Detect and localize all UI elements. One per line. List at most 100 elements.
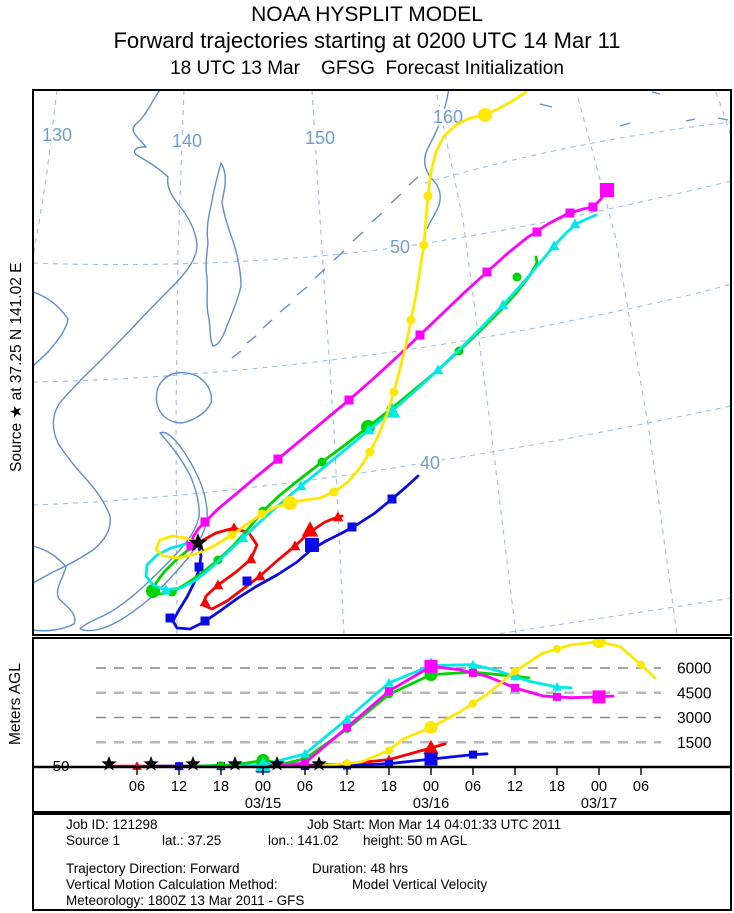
trajectory-marker-blue <box>387 494 397 504</box>
profile-frame <box>32 637 732 813</box>
time-tick-label: 00 <box>591 779 607 795</box>
trajectory-marker-cyan <box>432 364 444 375</box>
profile-start-star <box>101 756 117 771</box>
footer-text: Source 1 <box>66 833 121 848</box>
trajectory-marker-magenta <box>588 202 598 212</box>
trajectory-marker-blue <box>200 616 210 626</box>
trajectory-marker-magenta <box>415 330 425 340</box>
time-tick-label: 12 <box>339 779 355 795</box>
trajectory-marker-red <box>289 540 301 551</box>
trajectory-marker-big-yellow <box>283 496 297 510</box>
trajectory-marker-yellow <box>419 240 429 250</box>
profile-marker-yellow <box>343 759 351 768</box>
profile-marker-blue <box>385 759 393 768</box>
coastline <box>33 291 69 367</box>
trajectory-marker-green <box>512 272 522 282</box>
map-trajectory-yellow <box>154 90 528 560</box>
date-label: 03/17 <box>581 796 617 812</box>
coastline <box>539 91 729 127</box>
footer-text: height: 50 m AGL <box>363 833 468 848</box>
profile-marker-cyan <box>342 714 352 723</box>
trajectory-marker-blue <box>194 562 204 572</box>
footer-text: lon.: 141.02 <box>268 833 339 848</box>
coastline <box>205 162 242 347</box>
trajectory-marker-magenta <box>532 227 542 237</box>
trajectory-marker-cyan <box>160 584 172 595</box>
source-star-marker <box>188 533 208 552</box>
map-grid-label: 50 <box>390 237 410 257</box>
trajectory-marker-red <box>254 570 266 581</box>
graticule-line <box>715 91 731 137</box>
profile-marker-blue <box>469 750 477 759</box>
profile-marker-yellow <box>385 746 393 755</box>
map-trajectory-blue <box>171 474 420 631</box>
trajectory-marker-cyan <box>569 218 581 229</box>
trajectory-marker-red <box>332 511 344 522</box>
trajectory-marker-magenta <box>186 541 196 551</box>
map-grid-label: 130 <box>42 125 72 145</box>
profile-marker-magenta <box>469 668 477 677</box>
graticule-line <box>33 180 731 266</box>
date-label: 03/16 <box>413 796 449 812</box>
profile-marker-blue <box>424 752 438 766</box>
profile-marker-magenta <box>424 659 438 673</box>
date-label: 03/15 <box>245 796 281 812</box>
graticule-line <box>436 94 517 635</box>
map-panel: 130 140 150 160 50 40 <box>33 90 731 635</box>
graticule-line <box>33 283 731 383</box>
profile-marker-yellow <box>637 660 645 669</box>
coastline <box>33 90 198 584</box>
profile-start-star <box>311 756 327 771</box>
graticule-line <box>577 97 678 635</box>
profile-marker-red <box>423 739 439 755</box>
footer-text: Meteorology: 1800Z 13 Mar 2011 - GFS <box>66 893 305 908</box>
trajectory-marker-yellow <box>329 487 339 497</box>
graticule-line <box>33 90 58 259</box>
profile-marker-cyan <box>384 677 394 687</box>
profile-marker-magenta <box>343 723 351 732</box>
footer-text: Job Start: Mon Mar 14 04:01:33 UTC 2011 <box>307 817 562 832</box>
time-tick-label: 06 <box>297 779 313 795</box>
map-grid-label: 160 <box>433 107 463 127</box>
trajectory-marker-cyan <box>295 480 307 491</box>
profile-start-star <box>269 756 285 771</box>
footer-text: Duration: 48 hrs <box>312 861 409 876</box>
profile-line-yellow <box>317 640 657 768</box>
height-profile-panel: 1500 3000 4500 6000 50 06 12 18 00 06 12 18 00 06 12 18… <box>33 638 731 812</box>
trajectory-marker-big-magenta <box>600 183 614 197</box>
footer-text: Trajectory Direction: Forward <box>66 861 240 876</box>
subtitle-start-time: Forward trajectories starting at 0200 UT… <box>113 28 621 53</box>
trajectory-marker-red <box>228 522 240 533</box>
trajectory-marker-red <box>245 553 257 564</box>
profile-marker-cyan <box>510 671 520 681</box>
time-tick-label: 18 <box>549 779 565 795</box>
height-grid-label: 3000 <box>677 710 712 727</box>
trajectory-marker-magenta <box>273 454 283 464</box>
time-tick-label: 12 <box>507 779 523 795</box>
map-trajectory-green <box>151 255 539 596</box>
profile-marker-yellow <box>511 667 519 676</box>
coastline <box>33 545 76 632</box>
profile-marker-magenta <box>511 683 519 692</box>
trajectory-marker-yellow <box>257 509 267 519</box>
height-grid-label: 4500 <box>677 685 712 702</box>
map-frame <box>32 89 732 636</box>
time-tick-label: 12 <box>171 779 187 795</box>
graticule-line <box>33 405 731 506</box>
coastline <box>155 371 213 424</box>
footer-text: lat.: 37.25 <box>162 833 222 848</box>
map-grid-label: 150 <box>305 128 335 148</box>
map-trajectory-cyan <box>144 213 598 592</box>
trajectory-marker-red <box>212 579 224 590</box>
footer-text: Job ID: 121298 <box>66 817 158 832</box>
trajectory-marker-blue <box>347 522 357 532</box>
map-grid-label: 40 <box>420 453 440 473</box>
graticule-line <box>489 597 731 635</box>
trajectory-marker-blue <box>242 576 252 586</box>
profile-marker-magenta <box>385 687 393 696</box>
profile-marker-magenta <box>301 758 309 767</box>
trajectory-marker-yellow <box>423 191 433 201</box>
profile-marker-yellow <box>424 720 438 734</box>
trajectory-marker-green <box>317 457 327 467</box>
